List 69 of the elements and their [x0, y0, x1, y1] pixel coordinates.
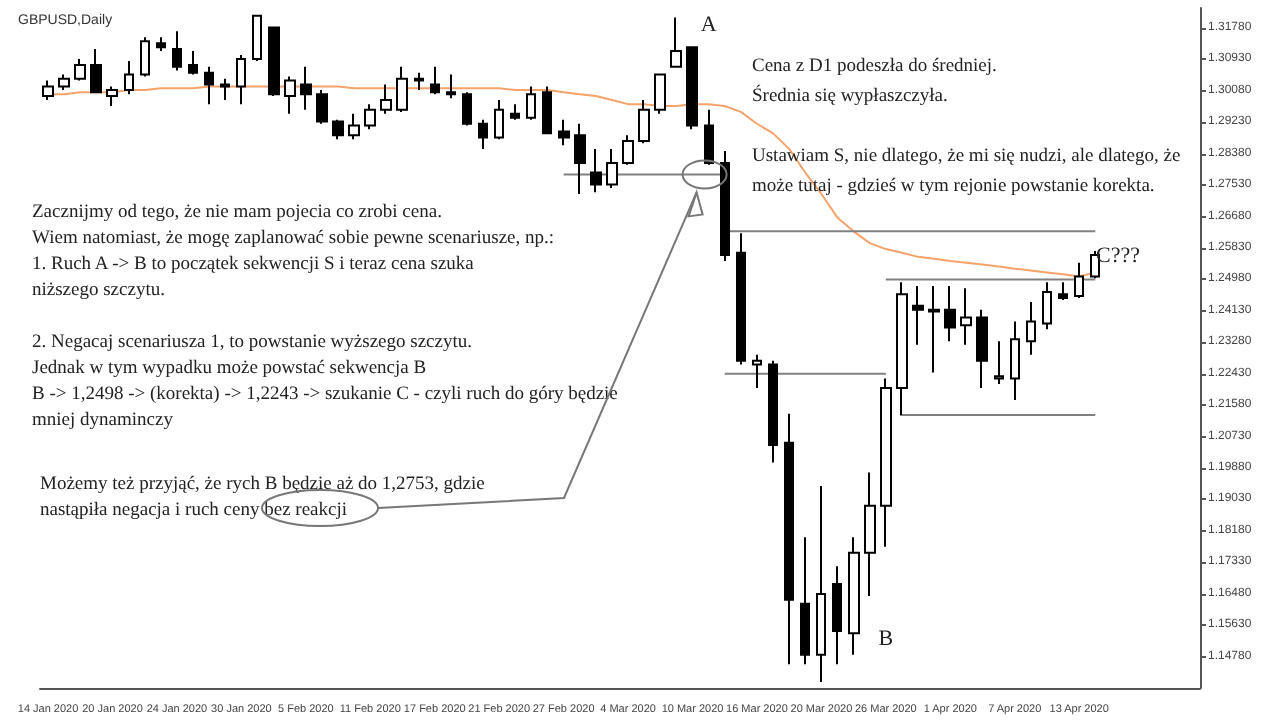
candlestick [848, 536, 860, 656]
annotation: C??? [1096, 244, 1141, 268]
candlestick [106, 85, 118, 107]
candlestick [638, 99, 650, 145]
candlestick [720, 150, 730, 262]
candlestick [542, 85, 552, 135]
candlestick [606, 147, 618, 190]
candlestick [252, 14, 262, 62]
candlestick [800, 536, 810, 666]
candlestick [976, 308, 988, 390]
candlestick [90, 48, 102, 94]
candlestick [236, 53, 246, 106]
candlestick [816, 485, 826, 684]
candlestick [558, 118, 570, 147]
candlestick [1026, 300, 1036, 356]
candlestick [300, 65, 312, 111]
candlestick [140, 36, 150, 78]
candlestick [896, 281, 908, 417]
candlestick [832, 565, 842, 666]
candlestick [994, 340, 1004, 386]
candlestick [654, 73, 666, 115]
candlestick [1090, 249, 1100, 280]
candlestick [784, 412, 794, 666]
candlestick [1074, 261, 1084, 299]
candlestick [1010, 320, 1020, 401]
candlestick [220, 77, 230, 102]
candlestick [960, 287, 972, 346]
candlestick [494, 99, 504, 141]
candlestick [58, 73, 70, 92]
candlestick [752, 353, 762, 390]
candlestick [928, 285, 940, 374]
candlestick [42, 79, 54, 102]
candlestick [736, 232, 746, 366]
candlestick [332, 118, 344, 141]
candlestick [396, 65, 408, 113]
candlestick [864, 471, 876, 597]
candlestick [768, 359, 778, 464]
candlestick [348, 112, 360, 141]
candlestick [670, 16, 682, 68]
candlestick [704, 108, 714, 166]
candlestick [284, 75, 296, 115]
candlestick [204, 65, 214, 106]
candlestick [188, 49, 198, 76]
candlestick [268, 26, 280, 97]
candlestick [414, 71, 424, 92]
candlestick [574, 122, 586, 195]
candlestick [380, 83, 392, 115]
candlestick [590, 147, 602, 194]
candlestick [156, 36, 166, 52]
candlestick [364, 103, 376, 131]
candlestick [1042, 281, 1052, 331]
candlestick [912, 285, 924, 346]
candlestick [526, 85, 536, 121]
candlestick [446, 73, 456, 100]
candlestick [510, 103, 520, 121]
annotation: B [878, 626, 894, 651]
candlestick [686, 45, 698, 131]
candlestick [316, 89, 328, 125]
annotation: A [700, 13, 717, 38]
candlestick [172, 30, 182, 72]
candlestick [124, 59, 134, 96]
candlestick [478, 118, 488, 150]
candlestick [430, 65, 440, 96]
candlestick [1058, 281, 1068, 302]
candlestick [880, 377, 892, 548]
candlestick [944, 285, 956, 343]
candlestick [462, 91, 472, 127]
candlestick [74, 58, 86, 82]
candlestick [622, 134, 634, 166]
